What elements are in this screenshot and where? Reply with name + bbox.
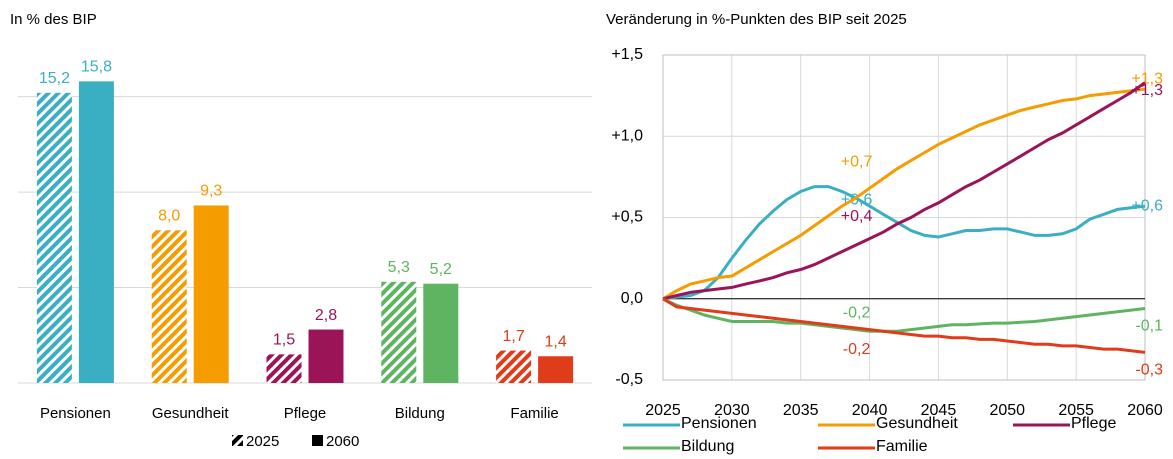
value-label: 8,0 bbox=[158, 207, 180, 224]
bar bbox=[78, 81, 114, 383]
series-line bbox=[662, 87, 1146, 301]
legend-label: Gesundheit bbox=[876, 415, 958, 432]
value-label: 5,3 bbox=[388, 259, 410, 276]
legend-label: Pflege bbox=[1071, 415, 1116, 432]
x-tick-label: 2050 bbox=[989, 402, 1025, 419]
left-title: In % des BIP bbox=[10, 11, 97, 28]
legend-label: 2060 bbox=[326, 433, 359, 450]
x-tick-label: 2060 bbox=[1127, 402, 1163, 419]
bar bbox=[266, 354, 302, 383]
y-tick-label: +1,5 bbox=[611, 46, 643, 63]
data-label: +0,4 bbox=[841, 208, 873, 225]
y-tick-label: 0,0 bbox=[621, 290, 643, 307]
y-tick-label: +1,0 bbox=[611, 127, 643, 144]
series-line bbox=[662, 297, 1146, 354]
value-label: 2,8 bbox=[315, 307, 337, 324]
data-label: +1,3 bbox=[1131, 70, 1163, 87]
data-label: +1,3 bbox=[1131, 82, 1163, 99]
x-tick-label: 2025 bbox=[645, 402, 681, 419]
y-tick-label: +0,5 bbox=[611, 209, 643, 226]
value-label: 9,3 bbox=[200, 183, 222, 200]
x-tick-label: 2035 bbox=[783, 402, 819, 419]
x-tick-label: Bildung bbox=[395, 405, 445, 422]
x-tick-label: Pflege bbox=[284, 405, 327, 422]
value-label: 5,2 bbox=[430, 261, 452, 278]
legend-label: Bildung bbox=[681, 438, 734, 455]
data-label: +0,6 bbox=[1131, 197, 1163, 214]
bar bbox=[423, 283, 459, 383]
bar bbox=[151, 230, 187, 383]
x-tick-label: 2055 bbox=[1058, 402, 1094, 419]
value-label: 15,8 bbox=[81, 59, 112, 76]
bar bbox=[381, 281, 417, 383]
bar bbox=[538, 356, 574, 383]
legend-label: Pensionen bbox=[681, 415, 757, 432]
data-label: -0,1 bbox=[1135, 318, 1163, 335]
x-tick-label: Familie bbox=[510, 405, 558, 422]
data-label: -0,3 bbox=[1135, 362, 1163, 379]
legend-label: Familie bbox=[876, 438, 928, 455]
bar bbox=[193, 205, 229, 383]
data-label: +0,7 bbox=[841, 153, 873, 170]
legend-swatch bbox=[232, 435, 243, 446]
x-tick-label: 2040 bbox=[852, 402, 888, 419]
plot-border bbox=[662, 54, 1146, 381]
y-tick-label: -0,5 bbox=[615, 371, 643, 388]
value-label: 1,5 bbox=[273, 332, 295, 349]
x-tick-label: Pensionen bbox=[40, 405, 111, 422]
data-label: -0,2 bbox=[843, 341, 871, 358]
series-line bbox=[662, 81, 1146, 301]
data-label: +0,6 bbox=[841, 191, 873, 208]
bar bbox=[36, 92, 72, 384]
legend-label: 2025 bbox=[246, 433, 279, 450]
value-label: 1,4 bbox=[544, 333, 566, 350]
bar bbox=[496, 350, 532, 383]
series-line bbox=[662, 185, 1146, 301]
x-tick-label: Gesundheit bbox=[152, 405, 230, 422]
x-tick-label: 2045 bbox=[921, 402, 957, 419]
right-title: Veränderung in %-Punkten des BIP seit 20… bbox=[606, 11, 907, 28]
value-label: 15,2 bbox=[39, 70, 70, 87]
value-label: 1,7 bbox=[502, 328, 524, 345]
bar bbox=[308, 329, 344, 383]
series-line bbox=[662, 297, 1146, 333]
data-label: -0,2 bbox=[843, 304, 871, 321]
legend-swatch bbox=[312, 435, 323, 446]
x-tick-label: 2030 bbox=[714, 402, 750, 419]
